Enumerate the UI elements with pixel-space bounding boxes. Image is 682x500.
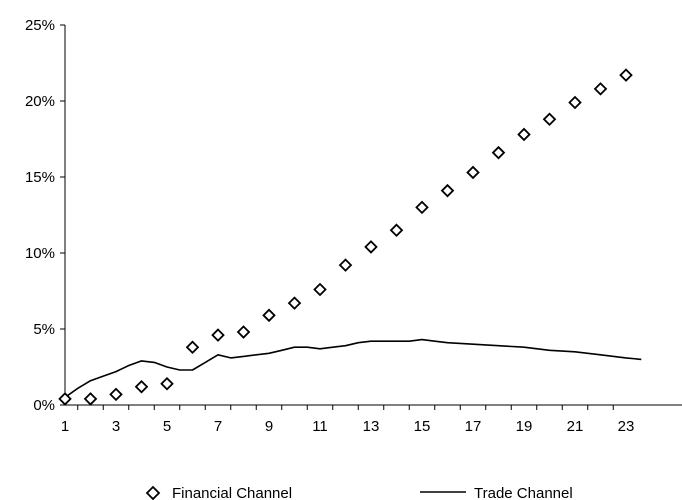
- data-point-financial-channel: [517, 127, 531, 142]
- x-tick-label: 7: [214, 418, 222, 435]
- data-point-financial-channel: [160, 376, 174, 391]
- y-tick-label: 5%: [33, 321, 55, 338]
- legend-financial-marker: [145, 485, 161, 500]
- series-line-trade-channel: [64, 338, 642, 399]
- data-point-financial-channel: [313, 282, 327, 297]
- x-tick-label: 9: [265, 418, 273, 435]
- x-axis-ticks: 1 3 5 7 9 11 13 15 17 19 21 23: [61, 405, 635, 435]
- data-point-financial-channel: [338, 258, 353, 272]
- data-point-financial-channel: [364, 240, 378, 254]
- data-point-financial-channel: [389, 223, 404, 237]
- legend-trade-label: Trade Channel: [474, 485, 573, 500]
- data-point-financial-channel: [211, 328, 225, 342]
- data-point-financial-channel: [491, 145, 506, 160]
- x-tick-label: 1: [61, 418, 69, 435]
- legend: Financial Channel Trade Channel: [145, 485, 573, 500]
- x-tick-label: 21: [567, 418, 584, 435]
- x-tick-label: 17: [465, 418, 482, 435]
- data-point-financial-channel: [593, 82, 608, 96]
- data-point-financial-channel: [109, 387, 123, 402]
- data-point-financial-channel: [185, 340, 200, 355]
- y-tick-label: 0%: [33, 397, 55, 414]
- data-point-financial-channel: [619, 68, 633, 82]
- data-point-financial-channel: [440, 183, 455, 198]
- x-tick-label: 13: [363, 418, 380, 435]
- data-point-financial-channel: [287, 296, 302, 310]
- x-tick-label: 3: [112, 418, 120, 435]
- data-point-financial-channel: [236, 325, 251, 339]
- y-axis-ticks: 0% 5% 10% 15% 20% 25%: [25, 17, 65, 414]
- y-tick-label: 25%: [25, 17, 55, 34]
- x-tick-label: 15: [414, 418, 431, 435]
- data-point-financial-channel: [83, 392, 98, 406]
- x-tick-label: 19: [516, 418, 533, 435]
- data-point-financial-channel: [134, 379, 149, 394]
- plot-area: [58, 68, 642, 406]
- data-point-financial-channel: [466, 165, 480, 180]
- x-tick-label: 23: [618, 418, 635, 435]
- legend-financial-label: Financial Channel: [172, 485, 292, 500]
- y-tick-label: 15%: [25, 169, 55, 186]
- x-tick-label: 5: [163, 418, 171, 435]
- data-point-financial-channel: [415, 200, 429, 215]
- data-point-financial-channel: [542, 112, 557, 127]
- x-tick-label: 11: [312, 418, 328, 435]
- data-point-financial-channel: [568, 95, 582, 110]
- data-point-financial-channel: [58, 392, 72, 406]
- y-tick-label: 10%: [25, 245, 55, 262]
- y-tick-label: 20%: [25, 93, 55, 110]
- data-point-financial-channel: [262, 308, 276, 323]
